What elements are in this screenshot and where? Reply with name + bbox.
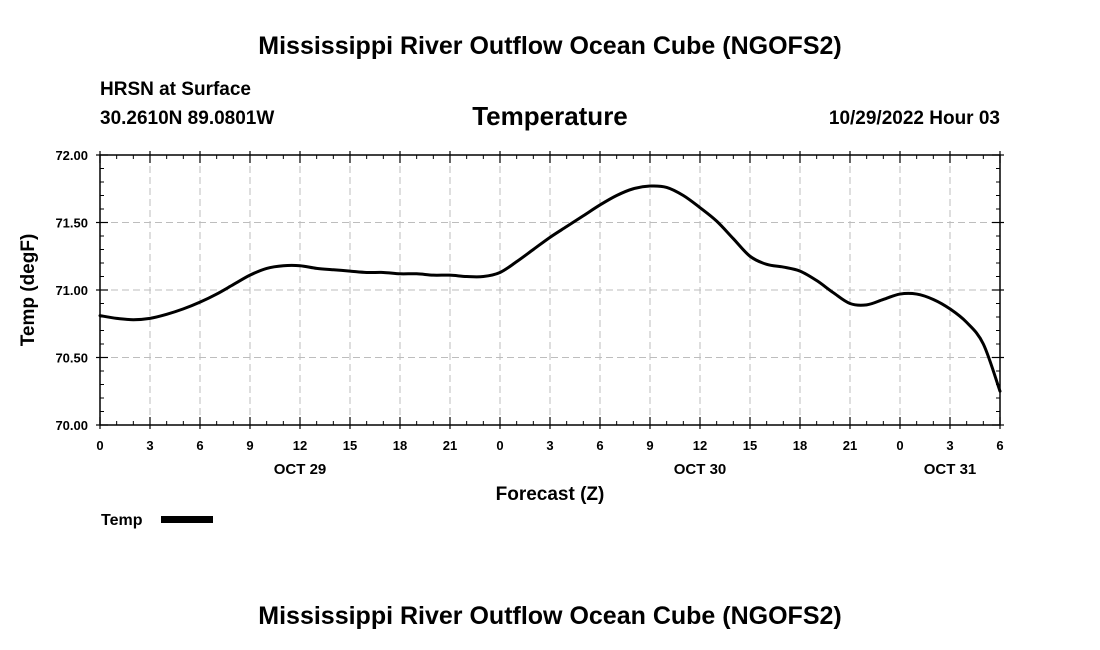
x-tick-label: 3: [146, 438, 153, 453]
datetime-label: 10/29/2022 Hour 03: [829, 108, 1000, 129]
y-tick-label: 71.00: [55, 283, 88, 298]
day-label: OCT 30: [674, 461, 727, 478]
station-label: HRSN at Surface: [100, 79, 251, 100]
plot-grid: [100, 155, 1000, 425]
x-tick-label: 12: [693, 438, 707, 453]
day-labels: OCT 29 OCT 30 OCT 31: [274, 461, 977, 478]
x-tick-label: 9: [246, 438, 253, 453]
legend: Temp: [101, 512, 213, 529]
coordinates-label: 30.2610N 89.0801W: [100, 108, 274, 129]
y-tick-labels: 70.00 70.50 71.00 71.50 72.00: [55, 148, 88, 433]
x-tick-label: 0: [496, 438, 503, 453]
footer-title: Mississippi River Outflow Ocean Cube (NG…: [258, 602, 841, 630]
y-tick-label: 71.50: [55, 216, 88, 231]
main-title: Mississippi River Outflow Ocean Cube (NG…: [258, 32, 841, 60]
plot-frame: [99, 154, 1001, 426]
x-tick-label: 12: [293, 438, 307, 453]
x-tick-label: 0: [96, 438, 103, 453]
x-tick-labels: 0 3 6 9 12 15 18 21 0 3 6 9 12 15 18 21 0 3 6: [96, 438, 1003, 453]
x-tick-label: 15: [743, 438, 757, 453]
x-tick-label: 6: [196, 438, 203, 453]
x-tick-label: 21: [843, 438, 857, 453]
x-tick-label: 3: [546, 438, 553, 453]
day-label: OCT 29: [274, 461, 327, 478]
x-tick-label: 3: [946, 438, 953, 453]
x-axis-label: Forecast (Z): [496, 484, 605, 505]
x-tick-label: 18: [793, 438, 807, 453]
y-tick-label: 70.00: [55, 418, 88, 433]
series-line-temp: [98, 184, 1002, 393]
x-tick-label: 15: [343, 438, 357, 453]
plot-series: [98, 184, 1002, 393]
x-tick-label: 18: [393, 438, 407, 453]
x-tick-label: 9: [646, 438, 653, 453]
legend-swatch: [161, 516, 213, 523]
legend-label: Temp: [101, 512, 143, 529]
x-tick-label: 6: [596, 438, 603, 453]
x-tick-label: 21: [443, 438, 457, 453]
y-tick-label: 72.00: [55, 148, 88, 163]
day-label: OCT 31: [924, 461, 977, 478]
x-tick-label: 6: [996, 438, 1003, 453]
variable-title: Temperature: [472, 101, 628, 131]
y-axis-label: Temp (degF): [18, 234, 39, 347]
y-tick-label: 70.50: [55, 351, 88, 366]
x-tick-label: 0: [896, 438, 903, 453]
